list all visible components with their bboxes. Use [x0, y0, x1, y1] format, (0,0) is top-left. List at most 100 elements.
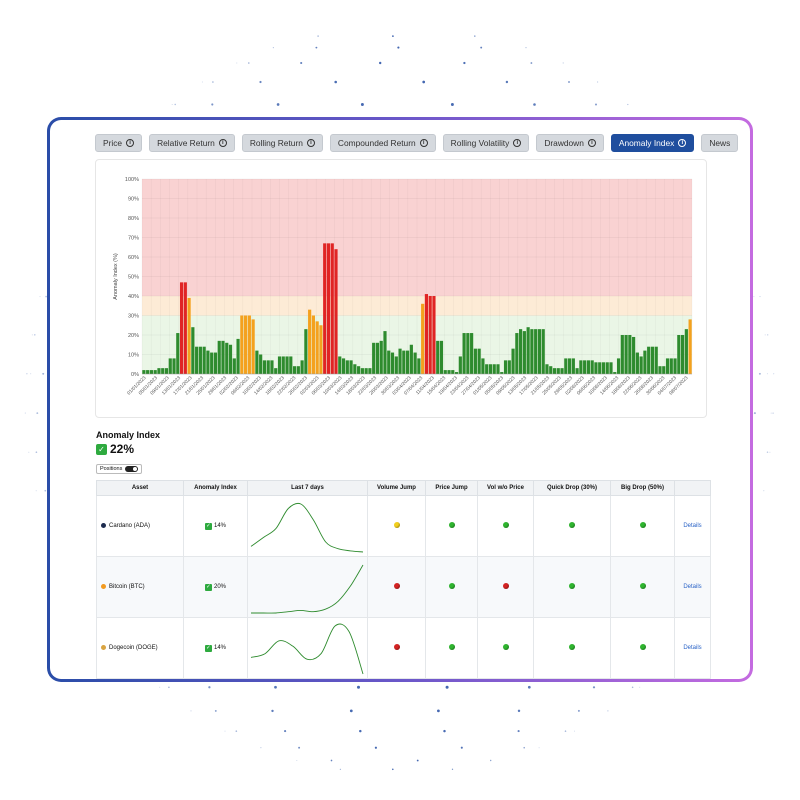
status-dot-icon [639, 522, 646, 528]
info-icon[interactable]: i [678, 139, 687, 147]
positions-toggle[interactable]: Positions [96, 464, 143, 474]
background-dot [525, 47, 527, 49]
table-row[interactable]: Cardano (ADA) ✓ 14% Details [96, 495, 711, 557]
anomaly-bar [616, 358, 621, 374]
info-icon[interactable]: i [513, 139, 522, 147]
threshold-zone [142, 296, 692, 316]
tab-label: Drawdown [544, 138, 584, 148]
background-dot [597, 81, 599, 83]
anomaly-bar [240, 315, 244, 374]
anomaly-bar [277, 356, 282, 374]
anomaly-bar [191, 327, 195, 374]
last-7-days-cell [247, 495, 368, 557]
background-dot [463, 61, 466, 65]
background-dot [397, 46, 400, 49]
tab-price[interactable]: Price i [95, 134, 143, 152]
toggle-switch-icon[interactable] [125, 466, 139, 472]
anomaly-bar [296, 366, 300, 374]
tab-news[interactable]: News [701, 134, 739, 152]
check-icon: ✓ [204, 522, 212, 530]
anomaly-bar [662, 366, 666, 374]
anomaly-bar [221, 340, 225, 374]
details-link[interactable]: Details [683, 584, 702, 590]
status-dot-icon [502, 583, 509, 589]
anomaly-bar [349, 360, 353, 374]
tab-label: Rolling Return [249, 138, 303, 148]
anomaly-bar [545, 364, 549, 374]
anomaly-bar [157, 368, 161, 374]
tab-anomaly-index[interactable]: Anomaly Index i [610, 134, 695, 152]
info-icon[interactable]: i [587, 139, 596, 147]
background-dot [379, 61, 382, 65]
anomaly-bar [519, 329, 523, 374]
anomaly-bar [172, 358, 176, 374]
tab-label: Rolling Volatility [450, 138, 510, 148]
anomaly-bar [684, 329, 688, 374]
table-row[interactable]: Dogecoin (DOGE) ✓ 14% Details [96, 617, 711, 679]
anomaly-bar [206, 350, 210, 374]
anomaly-bar [421, 303, 425, 374]
sparkline-path [250, 502, 364, 553]
tab-rolling-return[interactable]: Rolling Return i [241, 134, 323, 152]
anomaly-bar [466, 333, 470, 374]
tab-label: Anomaly Index [618, 138, 675, 148]
anomaly-bar [179, 282, 184, 374]
background-dot [753, 296, 755, 298]
anomaly-index-value: 14% [213, 522, 226, 529]
anomaly-bar [598, 362, 602, 374]
background-dot [235, 730, 238, 732]
tab-compounded-return[interactable]: Compounded Return i [329, 134, 436, 152]
status-cell-volume-jump [367, 617, 426, 679]
background-dot [773, 373, 775, 375]
anomaly-bar [439, 340, 444, 374]
info-icon[interactable]: i [218, 139, 227, 147]
anomaly-bar [485, 364, 489, 374]
info-icon[interactable]: i [306, 139, 315, 147]
background-dot [45, 295, 47, 298]
anomaly-bar [511, 348, 515, 374]
details-link[interactable]: Details [683, 645, 702, 651]
tab-label: News [709, 138, 731, 148]
info-icon[interactable]: i [419, 139, 428, 147]
background-dot [753, 412, 756, 415]
background-dot [339, 768, 342, 770]
background-dot [168, 686, 170, 689]
background-dot [300, 61, 303, 65]
anomaly-bar [579, 360, 583, 374]
tab-relative-return[interactable]: Relative Return i [149, 134, 235, 152]
status-dot-icon [569, 583, 575, 589]
anomaly-bar [330, 243, 334, 374]
details-link[interactable]: Details [683, 523, 702, 529]
status-dot-icon [502, 522, 509, 528]
anomaly-bar [146, 370, 150, 374]
status-cell-big-drop-50 [610, 556, 675, 618]
anomaly-bar [609, 362, 613, 374]
tab-rolling-volatility[interactable]: Rolling Volatility i [442, 134, 530, 152]
table-row[interactable]: Bitcoin (BTC) ✓ 20% Details [96, 556, 711, 618]
anomaly-index-summary: ✓ 22% [96, 442, 134, 456]
asset-cell: Dogecoin (DOGE) [96, 617, 184, 679]
anomaly-bar [176, 333, 180, 374]
y-tick-label: 10% [128, 353, 139, 359]
anomaly-bar [447, 370, 451, 374]
tab-drawdown[interactable]: Drawdown i [536, 134, 604, 152]
background-dot [517, 709, 521, 713]
anomaly-bar [590, 360, 594, 374]
anomaly-bar [458, 356, 462, 374]
background-dot [334, 80, 338, 84]
background-dot [489, 759, 492, 762]
anomaly-bar [586, 360, 590, 374]
y-tick-label: 0% [131, 372, 139, 378]
background-dot [527, 685, 531, 689]
background-dot [212, 81, 214, 83]
info-icon[interactable]: i [126, 139, 135, 147]
table-header-row: Asset Anomaly Index Last 7 days Volume Jump… [96, 480, 711, 496]
anomaly-bar [213, 352, 218, 374]
background-dot [530, 62, 533, 64]
check-icon: ✓ [96, 443, 107, 455]
anomaly-bar [292, 366, 297, 374]
tab-label: Price [103, 138, 123, 148]
anomaly-bar [665, 358, 670, 374]
background-dot [769, 451, 771, 453]
anomaly-bar [409, 344, 413, 374]
